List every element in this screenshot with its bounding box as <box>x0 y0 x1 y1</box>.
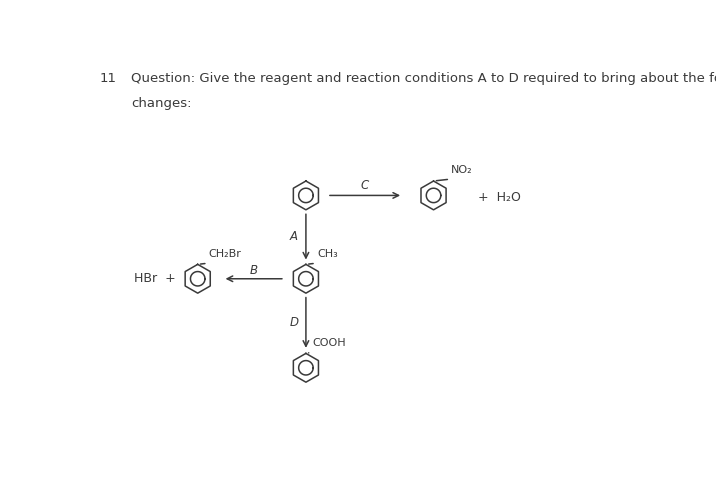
Text: D: D <box>289 316 298 329</box>
Text: C: C <box>361 180 369 192</box>
Text: COOH: COOH <box>313 338 347 348</box>
Text: 11: 11 <box>100 72 117 85</box>
Text: B: B <box>250 264 258 277</box>
Text: changes:: changes: <box>131 97 192 110</box>
Text: Question: Give the reagent and reaction conditions A to D required to bring abou: Question: Give the reagent and reaction … <box>131 72 716 85</box>
Text: +  H₂O: + H₂O <box>478 191 521 204</box>
Text: NO₂: NO₂ <box>451 165 473 175</box>
Text: CH₃: CH₃ <box>317 248 338 259</box>
Text: CH₂Br: CH₂Br <box>209 248 242 259</box>
Text: A: A <box>290 230 298 244</box>
Text: HBr  +: HBr + <box>134 272 175 285</box>
